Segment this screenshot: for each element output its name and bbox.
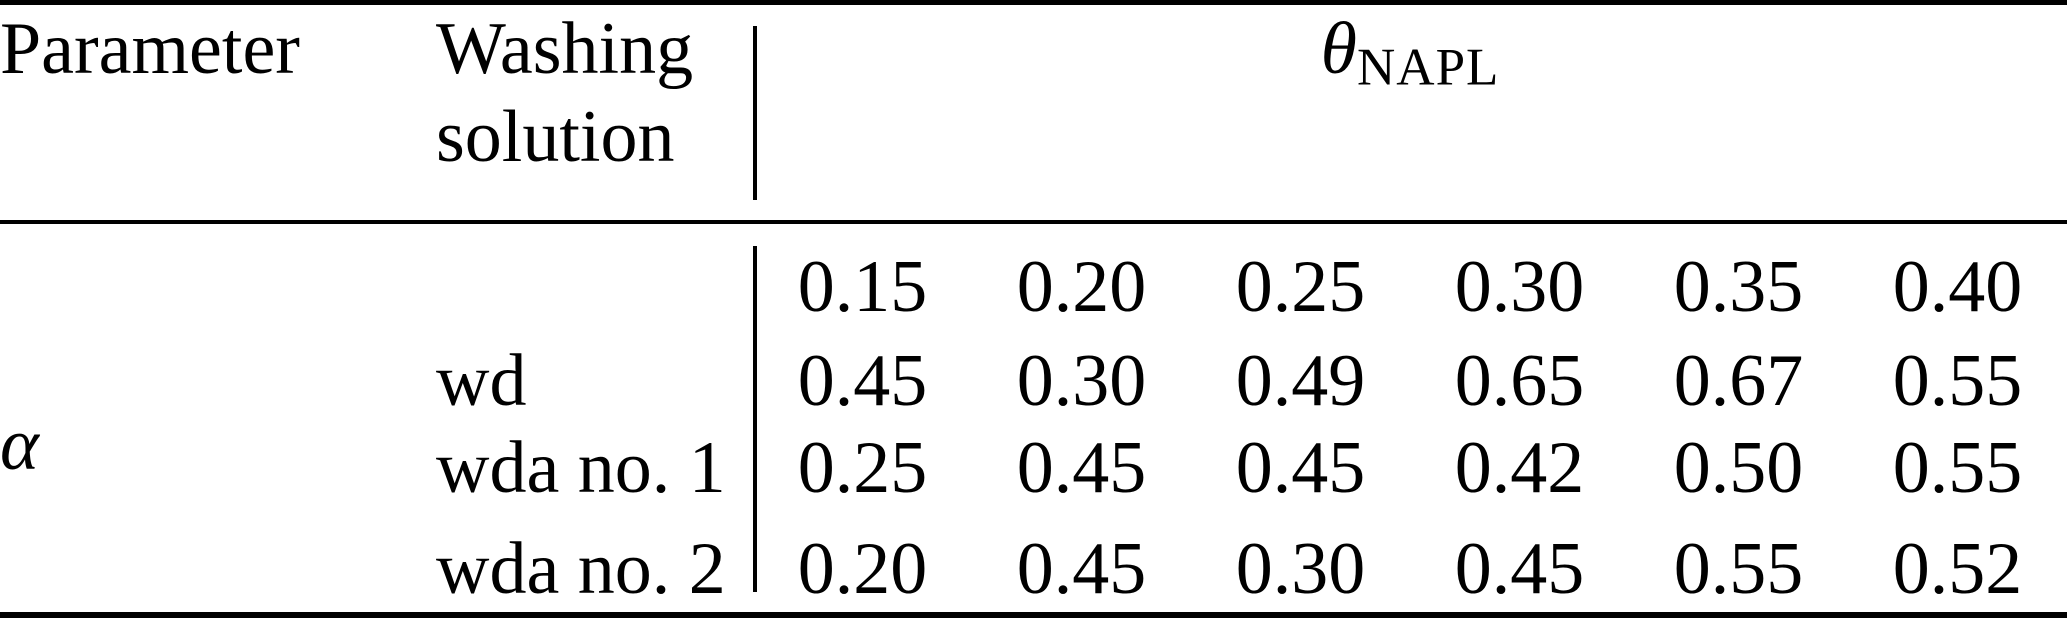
- top-rule: [0, 0, 2067, 5]
- value-cell: 0.65: [1454, 340, 1585, 422]
- theta-value-cell: 0.35: [1673, 246, 1804, 328]
- value-cell: 0.45: [1016, 427, 1147, 509]
- data-row-wd: wd 0.45 0.30 0.49 0.65 0.67 0.55: [0, 338, 2067, 425]
- value-cell: 0.55: [1892, 340, 2023, 422]
- row-label-wda-no-1: wda no. 1: [436, 427, 726, 509]
- theta-values-row: α 0.15 0.20 0.25 0.30 0.35 0.40: [0, 223, 2067, 486]
- value-cell: 0.49: [1235, 340, 1366, 422]
- washing-solution-empty-cell: [436, 223, 753, 338]
- value-cell: 0.45: [1235, 427, 1366, 509]
- theta-value-cell: 0.30: [1454, 246, 1585, 328]
- column-header-theta-napl: θNAPL: [753, 5, 2067, 223]
- washing-header-line1: Washing: [436, 8, 694, 90]
- value-cell: 0.45: [1454, 527, 1585, 610]
- row-label-wd: wd: [436, 340, 527, 422]
- value-cell: 0.67: [1673, 340, 1804, 422]
- body-vertical-divider: [753, 246, 757, 592]
- column-header-parameter: Parameter: [0, 8, 300, 90]
- column-header-washing-solution: Washing solution: [436, 5, 753, 223]
- value-cell: 0.55: [1673, 527, 1804, 610]
- header-row: Parameter Washing solution θNAPL: [0, 5, 2067, 223]
- value-cell: 0.52: [1892, 527, 2023, 610]
- value-cell: 0.45: [1016, 527, 1147, 610]
- value-cell: 0.45: [797, 340, 928, 422]
- header-vertical-divider: [753, 26, 757, 200]
- value-cell: 0.50: [1673, 427, 1804, 509]
- value-cell: 0.20: [797, 527, 928, 610]
- theta-napl-subscript: NAPL: [1357, 38, 1500, 97]
- theta-symbol: θ: [1320, 8, 1358, 90]
- results-table: Parameter Washing solution θNAPL α 0.15 …: [0, 5, 2067, 619]
- data-row-wda-no-2: wda no. 2 0.20 0.45 0.30 0.45 0.55 0.52: [0, 512, 2067, 619]
- theta-value-cell: 0.40: [1892, 246, 2023, 328]
- value-cell: 0.30: [1235, 527, 1366, 610]
- value-cell: 0.42: [1454, 427, 1585, 509]
- value-cell: 0.55: [1892, 427, 2023, 509]
- theta-value-cell: 0.20: [1016, 246, 1147, 328]
- parameter-alpha-symbol: α: [0, 403, 39, 486]
- header-separator-rule: [0, 220, 2067, 224]
- value-cell: 0.30: [1016, 340, 1147, 422]
- theta-value-cell: 0.15: [797, 246, 928, 328]
- value-cell: 0.25: [797, 427, 928, 509]
- bottom-rule: [0, 612, 2067, 618]
- row-label-wda-no-2: wda no. 2: [436, 527, 726, 610]
- data-row-wda-no-1: wda no. 1 0.25 0.45 0.45 0.42 0.50 0.55: [0, 425, 2067, 512]
- washing-header-line2: solution: [436, 96, 675, 178]
- theta-value-cell: 0.25: [1235, 246, 1366, 328]
